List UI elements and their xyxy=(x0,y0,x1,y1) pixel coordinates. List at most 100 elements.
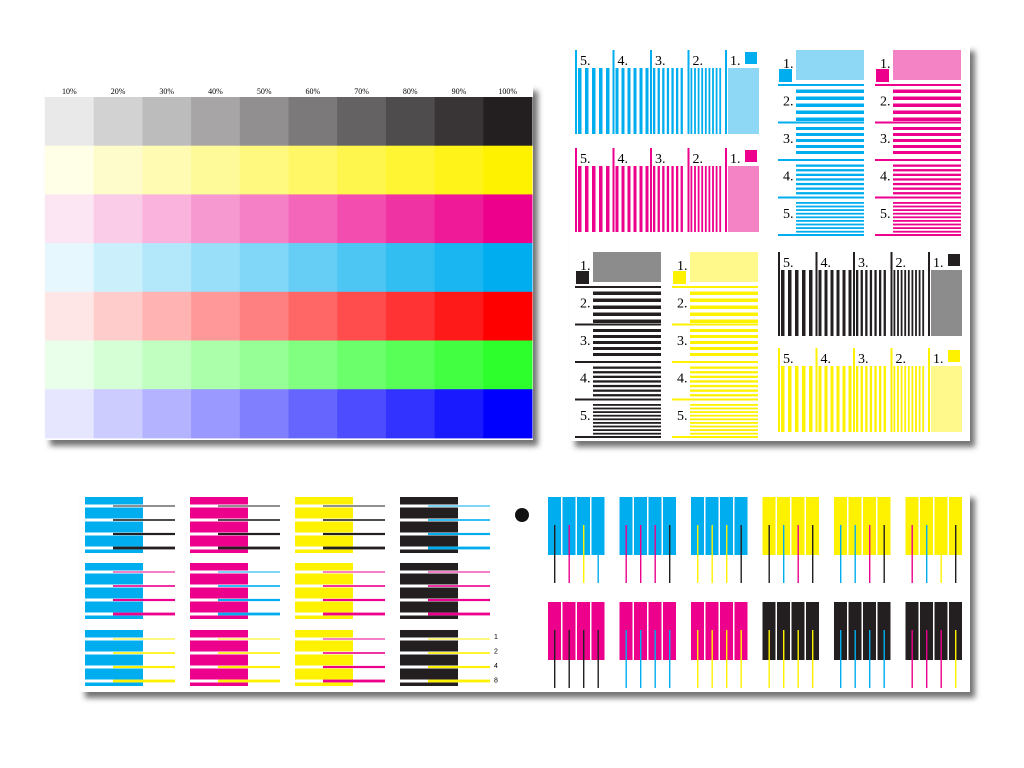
tint-swatch xyxy=(483,145,533,195)
tint-swatch xyxy=(337,145,387,195)
stripe xyxy=(593,347,661,350)
tint-swatch xyxy=(337,291,387,341)
stripe xyxy=(593,407,661,410)
guide-line xyxy=(875,121,961,124)
line-label: 5. xyxy=(580,54,591,69)
register-tick xyxy=(669,525,671,583)
stripe xyxy=(796,216,864,219)
stripe xyxy=(593,329,661,332)
tint-swatch xyxy=(45,389,95,439)
register-tick xyxy=(955,525,957,583)
line-label: 5. xyxy=(677,409,688,424)
guide-line xyxy=(575,361,661,363)
guide-line xyxy=(778,348,780,432)
stripe xyxy=(712,68,714,134)
percent-label: 70% xyxy=(354,87,369,96)
stripe xyxy=(904,366,907,432)
register-tick xyxy=(625,630,627,688)
tint-swatch xyxy=(191,145,241,195)
tint-swatch xyxy=(142,243,192,293)
tint-swatch xyxy=(239,145,289,195)
color-chip xyxy=(779,69,792,82)
stripe xyxy=(848,366,852,432)
register-tick xyxy=(768,630,770,688)
stripe xyxy=(788,270,792,336)
register-line xyxy=(323,638,385,640)
register-line xyxy=(428,638,490,640)
tint-swatch xyxy=(337,194,387,244)
register-line xyxy=(113,585,175,587)
stripe xyxy=(893,145,961,148)
stripe xyxy=(585,68,589,134)
stripe xyxy=(796,187,864,190)
line-label: 4. xyxy=(618,152,629,167)
stripe xyxy=(578,68,582,134)
stripe xyxy=(869,366,873,432)
line-label: 5. xyxy=(880,207,891,222)
guide-line xyxy=(725,148,727,232)
stripe xyxy=(796,205,864,208)
solid-patch xyxy=(593,252,661,282)
stripe xyxy=(879,270,882,336)
stripe xyxy=(818,366,822,432)
stripe xyxy=(893,182,961,186)
stripe xyxy=(893,227,961,229)
stripe xyxy=(911,270,914,336)
register-line xyxy=(323,546,385,550)
tint-swatch xyxy=(45,243,95,293)
stripe xyxy=(593,429,661,431)
stripe xyxy=(824,270,828,336)
register-tick xyxy=(625,525,627,583)
stripe xyxy=(893,223,961,226)
line-label: 5. xyxy=(783,256,794,271)
tint-swatch xyxy=(288,389,338,439)
tint-swatch xyxy=(337,97,387,147)
tint-swatch xyxy=(434,243,484,293)
stripe xyxy=(865,270,868,336)
register-tick xyxy=(783,630,785,688)
guide-line xyxy=(650,148,652,232)
stripe xyxy=(781,366,785,432)
stripe xyxy=(599,68,603,134)
stripe xyxy=(708,68,711,134)
register-line xyxy=(113,665,175,669)
tint-swatch xyxy=(288,243,338,293)
tint-swatch xyxy=(434,389,484,439)
color-chip xyxy=(745,150,757,162)
tint-swatch xyxy=(45,145,95,195)
guide-line xyxy=(778,252,780,336)
register-line xyxy=(113,519,175,521)
register-tick xyxy=(911,630,913,688)
stripe xyxy=(593,380,661,383)
stripe xyxy=(690,371,758,374)
stripe xyxy=(690,375,758,378)
register-line xyxy=(428,665,490,669)
line-label: 1. xyxy=(933,352,944,367)
guide-line xyxy=(853,348,855,432)
stripe xyxy=(639,166,643,232)
scale-label: 1 xyxy=(494,634,498,641)
guide-line xyxy=(687,148,690,232)
guide-line xyxy=(672,323,758,326)
register-line xyxy=(218,652,280,654)
stripe xyxy=(802,366,806,432)
stripe xyxy=(666,166,670,232)
solid-patch xyxy=(931,270,962,336)
stripe xyxy=(680,68,683,134)
stripe xyxy=(915,366,917,432)
register-line xyxy=(428,652,490,654)
register-tick xyxy=(854,630,856,688)
register-tick xyxy=(869,525,871,583)
color-chip xyxy=(948,350,960,362)
stripe xyxy=(796,178,864,181)
stripe xyxy=(690,404,758,406)
register-line xyxy=(218,679,280,683)
stripe xyxy=(704,166,707,232)
stripe xyxy=(788,366,792,432)
stripe xyxy=(842,270,846,336)
stripe xyxy=(893,187,961,190)
tint-swatch xyxy=(191,194,241,244)
register-line xyxy=(113,612,175,616)
